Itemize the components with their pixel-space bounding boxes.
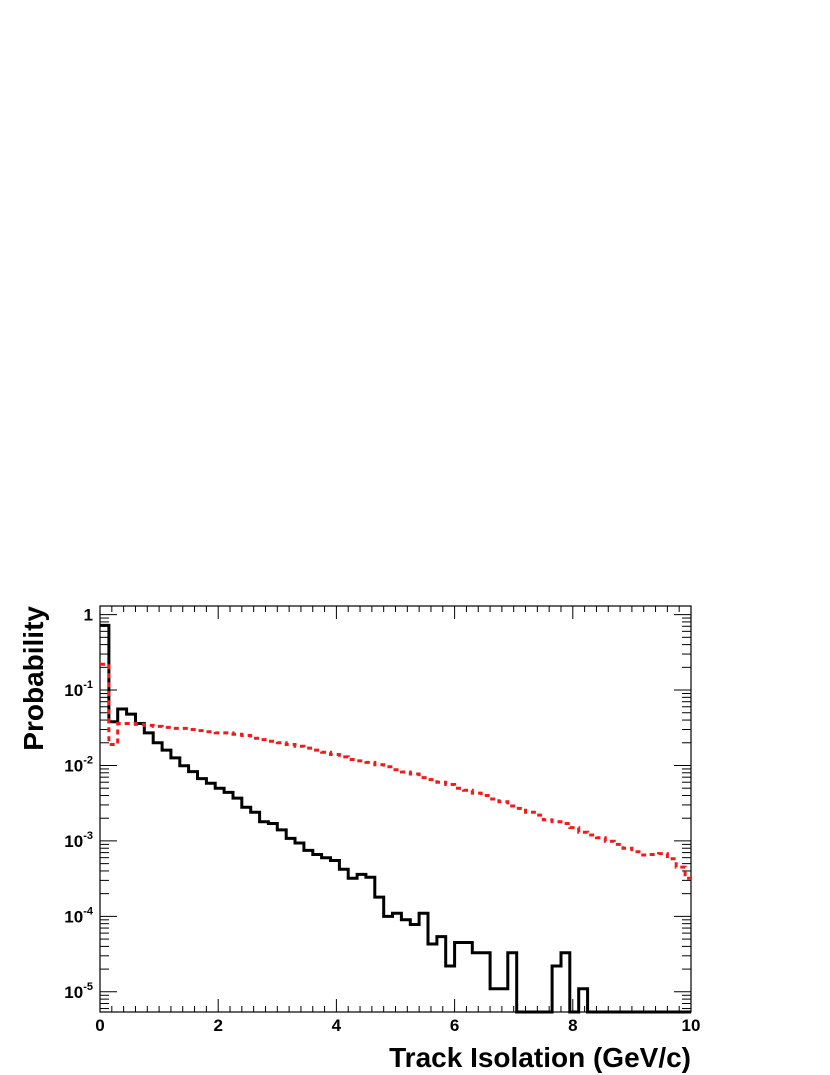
x-axis-title: Track Isolation (GeV/c) bbox=[389, 1042, 691, 1073]
y-axis-title: Probability bbox=[18, 606, 49, 751]
y-tick-label-exponent: -2 bbox=[83, 754, 93, 766]
y-tick-label-base: 10 bbox=[64, 983, 83, 1002]
y-tick-label-exponent: -4 bbox=[83, 905, 94, 917]
y-tick-label-base: 10 bbox=[64, 832, 83, 851]
y-tick-label-exponent: -3 bbox=[83, 830, 93, 842]
series-layer bbox=[100, 623, 691, 1014]
y-tick-label: 10-3 bbox=[64, 830, 93, 851]
y-tick-label: 1 bbox=[84, 606, 93, 625]
x-tick-label: 10 bbox=[682, 1016, 701, 1035]
y-tick-label-base: 1 bbox=[84, 606, 93, 625]
plot-frame bbox=[99, 605, 692, 1013]
x-tick-label: 2 bbox=[213, 1016, 222, 1035]
x-tick-label: 4 bbox=[332, 1016, 342, 1035]
x-tick-label: 0 bbox=[95, 1016, 104, 1035]
y-tick-label-base: 10 bbox=[64, 756, 83, 775]
series-line-1 bbox=[100, 623, 691, 1014]
axis-ticks bbox=[99, 606, 692, 1012]
y-tick-label: 10-2 bbox=[64, 754, 93, 775]
y-tick-label-base: 10 bbox=[64, 907, 83, 926]
x-tick-label: 8 bbox=[568, 1016, 577, 1035]
x-tick-label: 6 bbox=[450, 1016, 459, 1035]
y-tick-label: 10-1 bbox=[64, 679, 93, 700]
series-line-2 bbox=[100, 662, 691, 880]
y-tick-label-exponent: -5 bbox=[83, 981, 93, 993]
y-tick-label-base: 10 bbox=[64, 681, 83, 700]
y-tick-label: 10-5 bbox=[64, 981, 93, 1002]
y-tick-label: 10-4 bbox=[64, 905, 94, 926]
y-tick-label-exponent: -1 bbox=[83, 679, 93, 691]
